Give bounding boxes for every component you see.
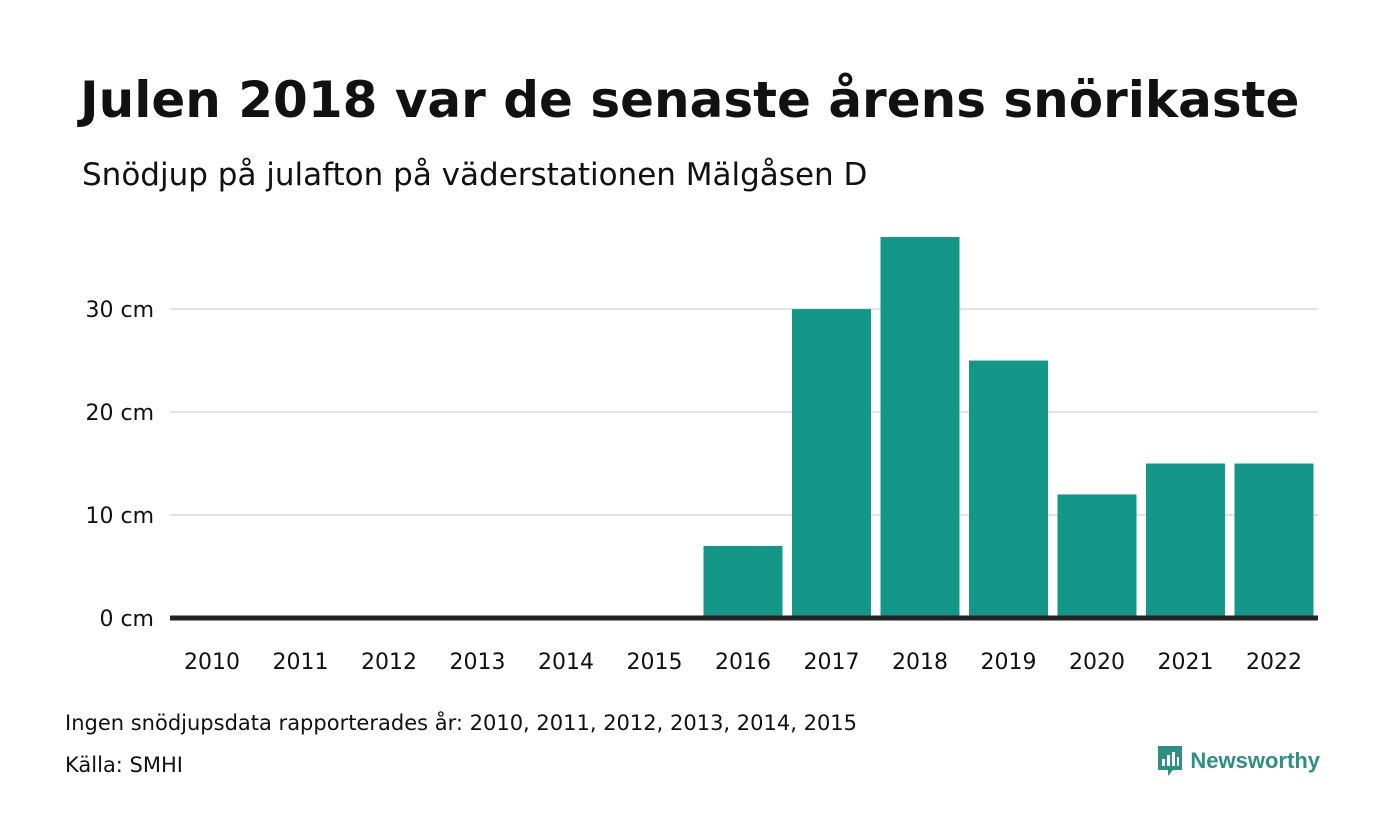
y-tick-label: 0 cm [99,607,154,632]
x-tick-label: 2018 [892,650,948,675]
x-tick-label: 2014 [538,650,594,675]
x-tick-label: 2021 [1158,650,1214,675]
grid-layer [170,308,1318,517]
bar [792,309,871,618]
bar [880,237,960,618]
newsworthy-logo[interactable]: Newsworthy [1156,744,1320,778]
axis-layer: 0 cm 10 cm 20 cm 30 cm 2010 2011 2012 2013 2014 2… [85,298,1318,675]
x-tick-label: 2019 [981,650,1037,675]
bar [1057,494,1137,618]
x-tick-label: 2017 [804,650,860,675]
newsworthy-logo-icon [1158,746,1183,776]
missing-data-note: Ingen snödjupsdata rapporterades år: 201… [65,711,858,735]
y-tick-label: 10 cm [85,504,154,529]
source-note: Källa: SMHI [65,753,183,777]
chart-title: Julen 2018 var de senaste årens snörikas… [80,71,1300,129]
bar-layer [703,237,1314,618]
y-tick-label: 30 cm [85,298,154,323]
bar-chart: 0 cm 10 cm 20 cm 30 cm 2010 2011 2012 2013 2014 2… [85,237,1318,675]
bar [703,545,783,618]
bar [1234,463,1314,618]
x-tick-label: 2012 [361,650,417,675]
chart-subtitle: Snödjup på julafton på väderstationen Mä… [82,157,868,193]
x-tick-label: 2015 [627,650,683,675]
bar [969,360,1048,618]
x-tick-label: 2020 [1069,650,1125,675]
y-tick-label: 20 cm [85,401,154,426]
x-tick-label: 2016 [715,650,771,675]
x-tick-label: 2022 [1246,650,1302,675]
x-tick-label: 2010 [184,650,240,675]
logo-text: Newsworthy [1190,748,1320,773]
bar [1146,463,1225,618]
x-tick-label: 2013 [450,650,506,675]
x-tick-label: 2011 [273,650,329,675]
